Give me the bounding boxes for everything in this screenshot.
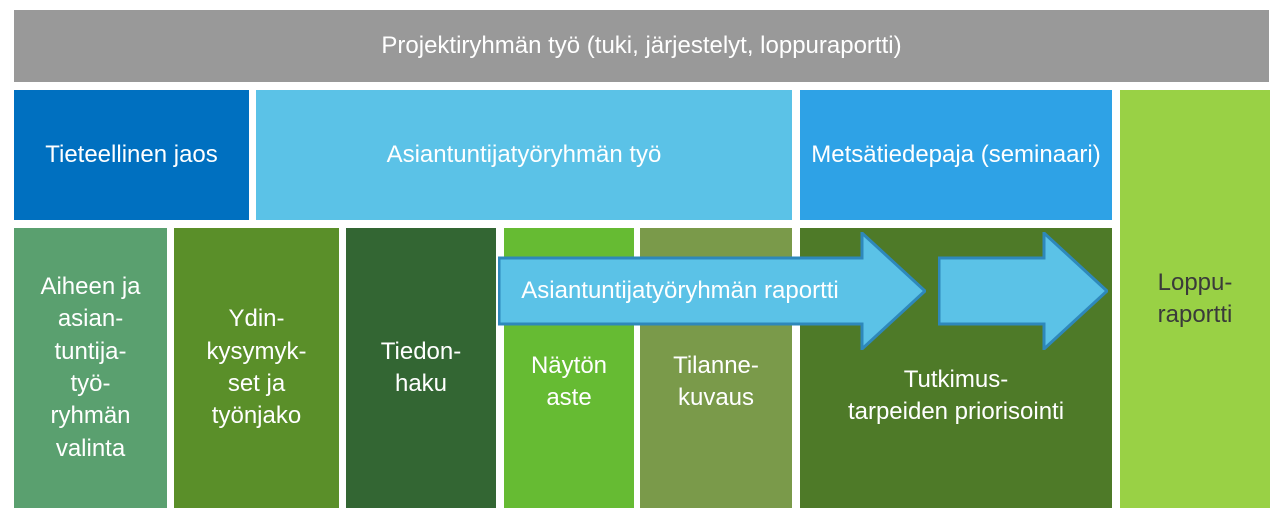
row2-asiantuntijatyoryhma: Asiantuntijatyöryhmän työ [256,90,792,220]
arrow-2-icon [938,232,1108,350]
top-bar: Projektiryhmän työ (tuki, järjestelyt, l… [14,10,1269,82]
row3-aiheen-valinta: Aiheen ja asian-tuntija-työ-ryhmän valin… [14,228,167,508]
row2-tieteellinen-jaos: Tieteellinen jaos [14,90,249,220]
row3-ydinkysymykset: Ydin-kysymyk-set ja työnjako [174,228,339,508]
row3-loppuraportti: Loppu-raportti [1120,90,1270,508]
arrow-1-icon [498,232,926,350]
row3-tiedonhaku: Tiedon-haku [346,228,496,508]
row2-metsatiedepaja: Metsätiedepaja (seminaari) [800,90,1112,220]
process-diagram: Projektiryhmän työ (tuki, järjestelyt, l… [0,0,1285,519]
